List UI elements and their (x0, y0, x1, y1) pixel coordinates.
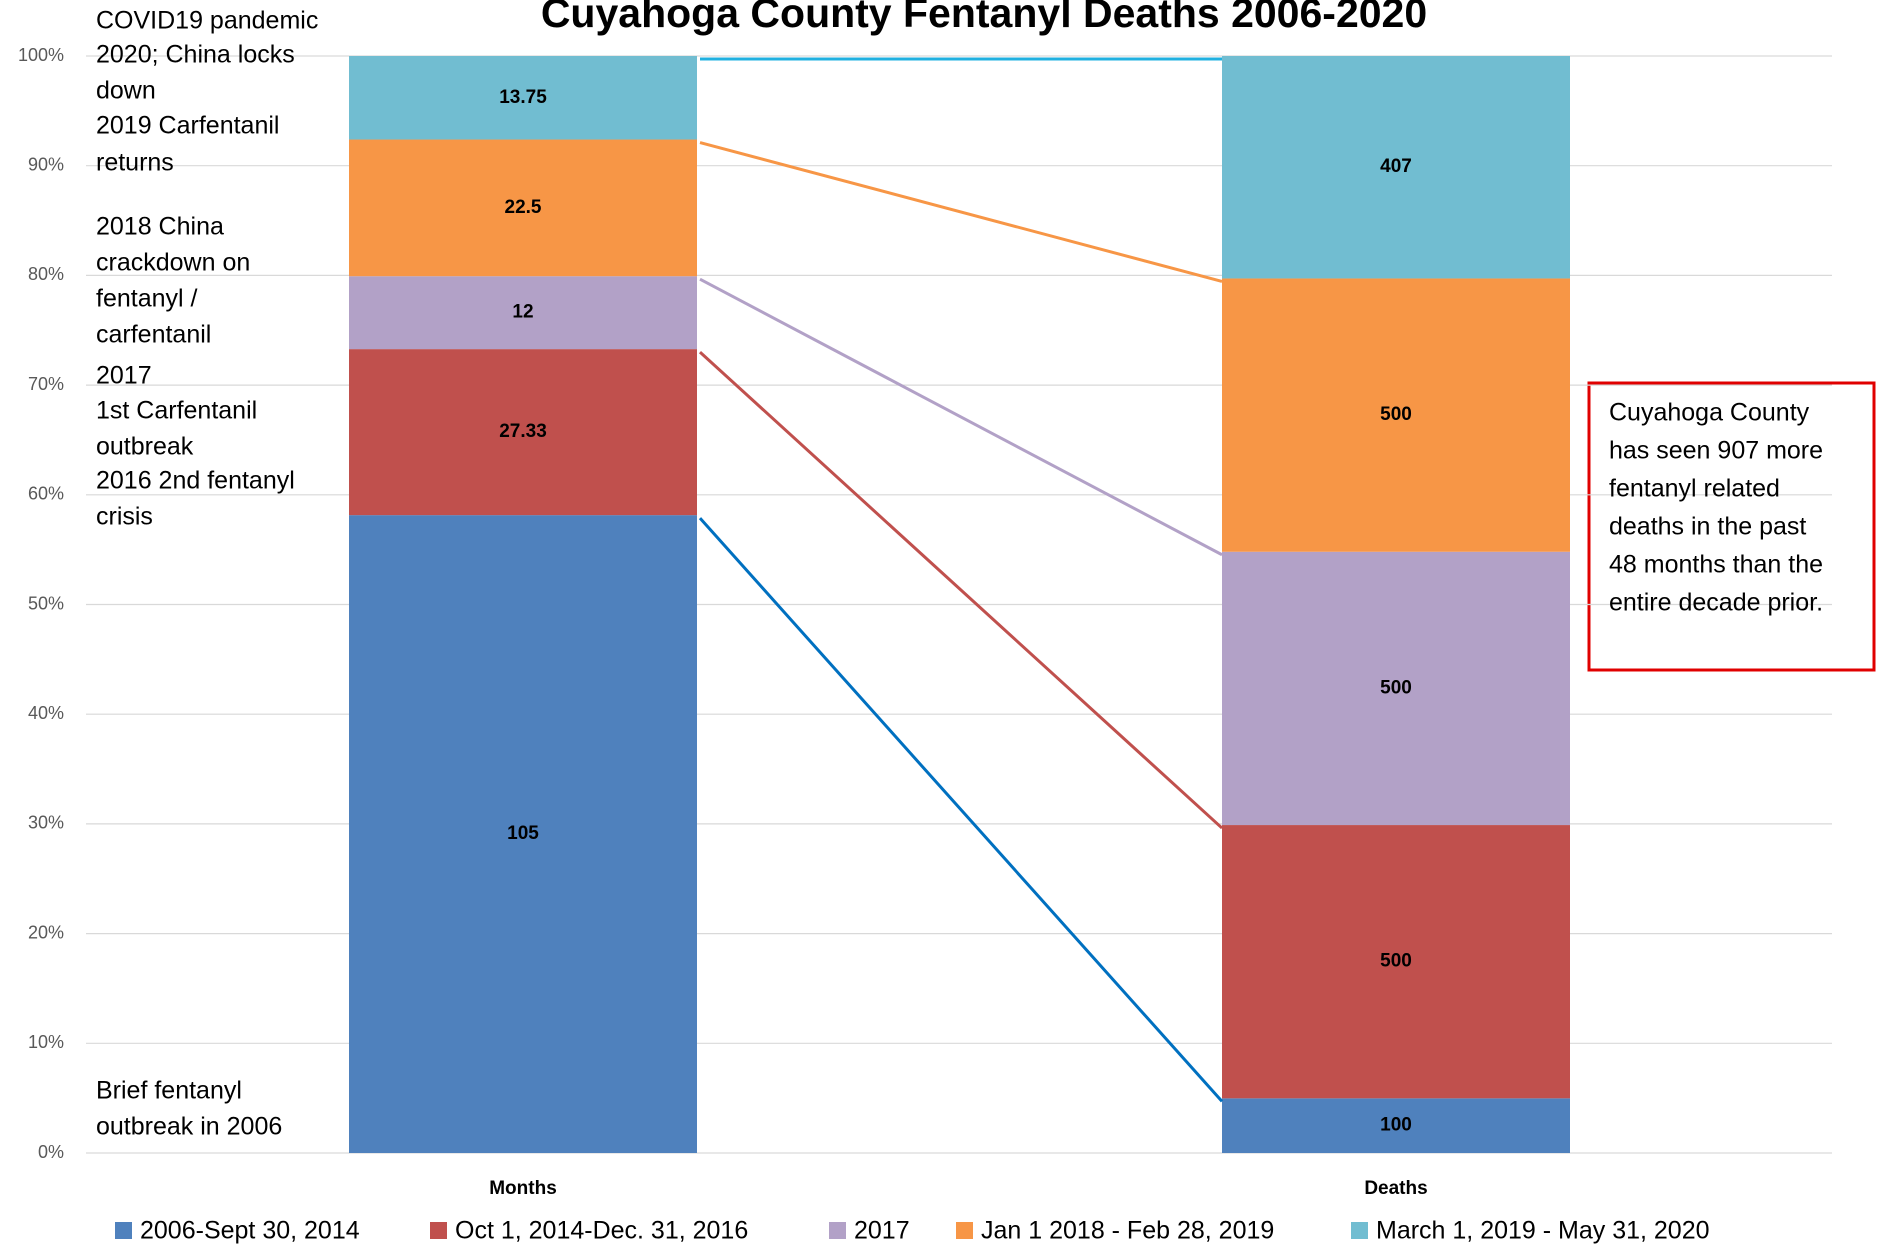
legend-swatch (1351, 1222, 1368, 1239)
y-tick-label: 0% (38, 1142, 64, 1162)
annotation: returns (96, 149, 174, 177)
data-label: 500 (1380, 951, 1412, 972)
legend-label: Oct 1, 2014-Dec. 31, 2016 (455, 1217, 748, 1245)
annotation: outbreak (96, 433, 194, 461)
legend-swatch (115, 1222, 132, 1239)
annotation: down (96, 77, 156, 105)
legend-swatch (430, 1222, 447, 1239)
y-tick-label: 90% (28, 154, 64, 174)
annotation: carfentanil (96, 321, 211, 349)
y-tick-label: 100% (18, 45, 64, 65)
bar-segment (1222, 56, 1570, 279)
annotation: Brief fentanyl (96, 1077, 242, 1105)
bar-segment (1222, 1098, 1570, 1153)
bar-segment (349, 515, 697, 1153)
bar-segment (1222, 825, 1570, 1099)
bar-segment (349, 276, 697, 350)
data-label: 13.75 (499, 87, 547, 108)
y-tick-label: 70% (28, 374, 64, 394)
callout-text: deaths in the past (1609, 513, 1806, 541)
callout-text: entire decade prior. (1609, 589, 1823, 617)
y-tick-label: 10% (28, 1032, 64, 1052)
data-label: 12 (512, 302, 533, 323)
callout-text: 48 months than the (1609, 551, 1823, 579)
bar-segment (349, 56, 697, 140)
bar-segment (1222, 278, 1570, 552)
y-tick-label: 60% (28, 484, 64, 504)
callout-text: fentanyl related (1609, 475, 1780, 503)
data-label: 500 (1380, 404, 1412, 425)
y-tick-label: 30% (28, 813, 64, 833)
legend-label: Jan 1 2018 - Feb 28, 2019 (981, 1217, 1274, 1245)
annotation: 1st Carfentanil (96, 397, 257, 425)
callout-box (1587, 381, 1876, 672)
y-tick-label: 40% (28, 703, 64, 723)
legend-label: March 1, 2019 - May 31, 2020 (1376, 1217, 1710, 1245)
y-tick-label: 80% (28, 264, 64, 284)
data-label: 100 (1380, 1115, 1412, 1136)
annotation: 2018 China (96, 213, 224, 241)
legend-label: 2017 (854, 1217, 910, 1245)
annotation: 2017 (96, 362, 152, 390)
connector-line (698, 351, 1224, 830)
annotation: 2016 2nd fentanyl (96, 467, 295, 495)
annotation: 2019 Carfentanil (96, 112, 279, 140)
bar-segment (1222, 551, 1570, 826)
callout-text: has seen 907 more (1609, 437, 1823, 465)
connector-line (699, 277, 1223, 557)
annotation: crackdown on (96, 249, 250, 277)
annotation: fentanyl / (96, 285, 198, 313)
data-label: 105 (507, 823, 539, 844)
bar-segment (349, 349, 697, 516)
legend-swatch (829, 1222, 846, 1239)
legend-label: 2006-Sept 30, 2014 (140, 1217, 360, 1245)
data-label: 22.5 (505, 197, 542, 218)
x-tick-label: Deaths (1364, 1178, 1427, 1199)
annotation: crisis (96, 503, 153, 531)
annotation: 2020; China locks (96, 41, 295, 69)
connector-line (698, 517, 1224, 1103)
connector-line (699, 141, 1223, 283)
annotation: outbreak in 2006 (96, 1113, 282, 1141)
data-label: 500 (1380, 677, 1412, 698)
y-tick-label: 50% (28, 593, 64, 613)
data-label: 407 (1380, 156, 1412, 177)
y-tick-label: 20% (28, 922, 64, 942)
x-tick-label: Months (489, 1178, 557, 1199)
chart-title: Cuyahoga County Fentanyl Deaths 2006-202… (541, 0, 1427, 36)
bar-segment (349, 139, 697, 277)
annotation: COVID19 pandemic (96, 7, 318, 35)
legend-swatch (956, 1222, 973, 1239)
data-label: 27.33 (499, 421, 547, 442)
callout-text: Cuyahoga County (1609, 399, 1810, 427)
